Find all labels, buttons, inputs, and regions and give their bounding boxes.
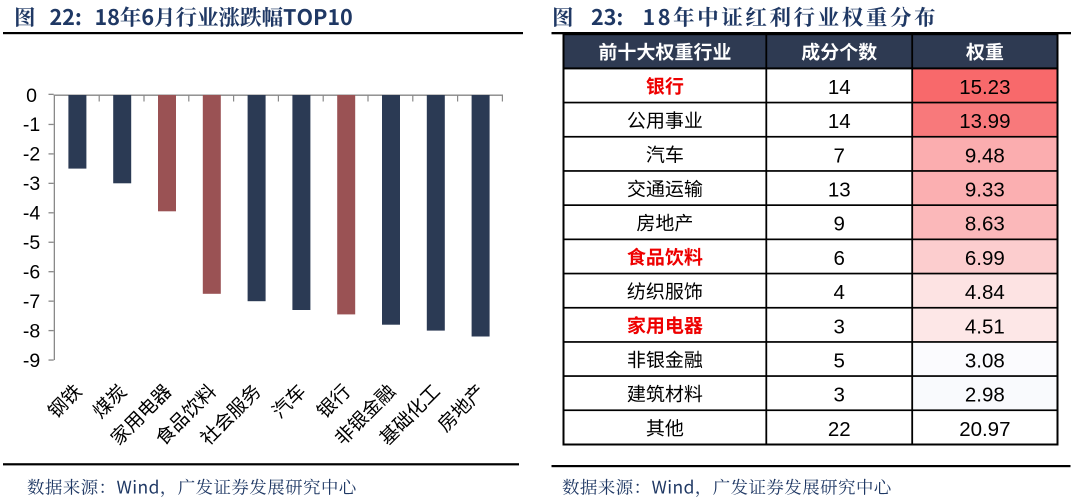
svg-text:4.51: 4.51 <box>965 315 1005 338</box>
svg-text:22: 22 <box>828 418 851 441</box>
svg-text:-1: -1 <box>23 114 40 136</box>
svg-text:13.99: 13.99 <box>959 110 1010 133</box>
svg-text:-9: -9 <box>23 350 40 372</box>
svg-text:4.84: 4.84 <box>965 281 1005 304</box>
svg-text:9.48: 9.48 <box>965 144 1005 167</box>
svg-text:-7: -7 <box>23 291 40 313</box>
svg-text:-8: -8 <box>23 320 40 342</box>
svg-text:6: 6 <box>834 247 845 270</box>
svg-text:3.08: 3.08 <box>965 350 1005 373</box>
svg-text:-2: -2 <box>23 144 40 166</box>
svg-text:3: 3 <box>834 384 845 407</box>
svg-text:8.63: 8.63 <box>965 213 1005 236</box>
svg-text:-6: -6 <box>23 262 40 284</box>
svg-text:2.98: 2.98 <box>965 384 1005 407</box>
svg-text:6.99: 6.99 <box>965 247 1005 270</box>
svg-text:-5: -5 <box>23 232 40 254</box>
svg-text:3: 3 <box>834 315 845 338</box>
svg-text:14: 14 <box>828 76 851 99</box>
svg-text:4: 4 <box>834 281 845 304</box>
svg-text:14: 14 <box>828 110 851 133</box>
svg-text:20.97: 20.97 <box>959 418 1010 441</box>
svg-text:13: 13 <box>828 179 851 202</box>
svg-text:-3: -3 <box>23 173 40 195</box>
svg-text:0: 0 <box>26 85 37 107</box>
svg-text:9: 9 <box>834 213 845 236</box>
svg-text:9.33: 9.33 <box>965 179 1005 202</box>
svg-text:15.23: 15.23 <box>959 76 1010 99</box>
svg-text:-4: -4 <box>23 203 40 225</box>
svg-text:5: 5 <box>834 350 845 373</box>
svg-text:7: 7 <box>834 144 845 167</box>
